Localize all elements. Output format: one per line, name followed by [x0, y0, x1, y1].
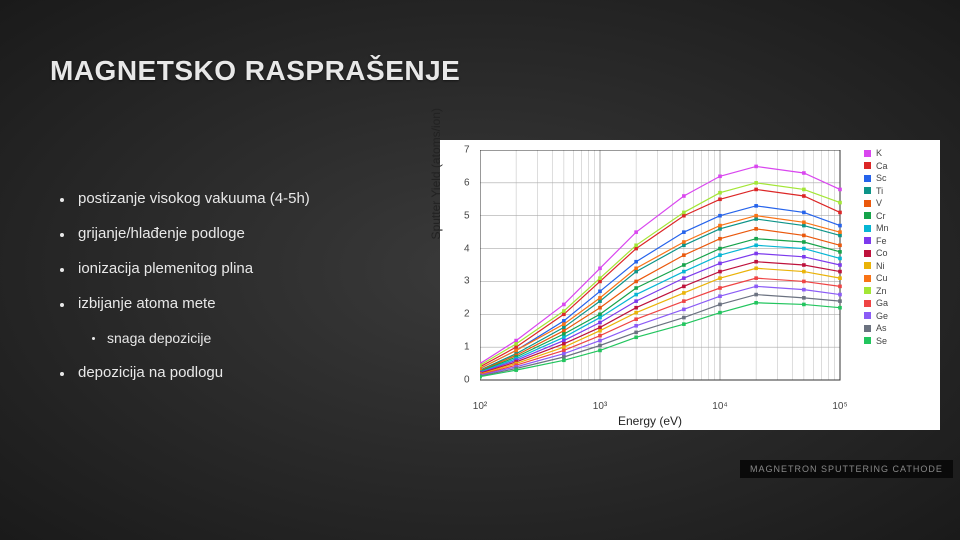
chart-legend: K Ca Sc Ti V Cr Mn Fe Co Ni Cu Zn Ga Ge As Se: [860, 140, 940, 430]
legend-marker: [864, 175, 871, 182]
bullet-text: ionizacija plemenitog plina: [78, 260, 253, 277]
legend-item: Ga: [864, 298, 936, 308]
chart-svg: [480, 150, 850, 395]
legend-item: Ge: [864, 311, 936, 321]
bullet-text: depozicija na podlogu: [78, 364, 223, 381]
y-tick: 0: [464, 375, 470, 386]
legend-label: Ge: [876, 311, 888, 321]
y-tick: 2: [464, 309, 470, 320]
legend-item: V: [864, 198, 936, 208]
legend-marker: [864, 212, 871, 219]
legend-marker: [864, 225, 871, 232]
legend-label: Ca: [876, 161, 888, 171]
bullet-item: depozicija na podlogu: [60, 364, 310, 381]
legend-item: Cr: [864, 211, 936, 221]
plot-area: Sputter Yield (atoms/ion) Energy (eV) 01…: [440, 140, 860, 430]
sub-bullet-text: snaga depozicije: [107, 330, 211, 346]
legend-marker: [864, 287, 871, 294]
legend-label: Ga: [876, 298, 888, 308]
legend-marker: [864, 275, 871, 282]
legend-item: Co: [864, 248, 936, 258]
x-tick: 10⁴: [712, 401, 727, 412]
legend-marker: [864, 162, 871, 169]
legend-label: Mn: [876, 223, 889, 233]
legend-marker: [864, 325, 871, 332]
y-tick: 6: [464, 177, 470, 188]
y-axis-label: Sputter Yield (atoms/ion): [429, 108, 443, 239]
bullet-item: ionizacija plemenitog plina: [60, 260, 310, 277]
legend-item: Ca: [864, 161, 936, 171]
legend-item: Mn: [864, 223, 936, 233]
bullet-text: postizanje visokog vakuuma (4-5h): [78, 190, 310, 207]
hidden-caption: MAGNETRON SPUTTERING CATHODE: [740, 460, 953, 478]
legend-marker: [864, 150, 871, 157]
y-tick: 3: [464, 276, 470, 287]
bullet-text: grijanje/hlađenje podloge: [78, 225, 245, 242]
legend-marker: [864, 262, 871, 269]
y-tick: 4: [464, 243, 470, 254]
bullet-list: postizanje visokog vakuuma (4-5h) grijan…: [60, 190, 310, 399]
legend-item: Fe: [864, 236, 936, 246]
legend-label: Sc: [876, 173, 887, 183]
x-tick: 10⁵: [832, 401, 847, 412]
legend-item: Sc: [864, 173, 936, 183]
sputter-yield-chart: Sputter Yield (atoms/ion) Energy (eV) 01…: [440, 140, 940, 430]
legend-item: K: [864, 148, 936, 158]
legend-label: Zn: [876, 286, 887, 296]
legend-marker: [864, 187, 871, 194]
slide-title: MAGNETSKO RASPRAŠENJE: [50, 55, 460, 87]
sub-bullet-item: snaga depozicije: [92, 330, 310, 346]
legend-item: Zn: [864, 286, 936, 296]
y-tick: 5: [464, 210, 470, 221]
legend-label: V: [876, 198, 882, 208]
legend-marker: [864, 337, 871, 344]
legend-item: Ni: [864, 261, 936, 271]
legend-label: Ni: [876, 261, 885, 271]
bullet-text: izbijanje atoma mete: [78, 295, 216, 312]
bullet-item: grijanje/hlađenje podloge: [60, 225, 310, 242]
legend-label: K: [876, 148, 882, 158]
bullet-item: postizanje visokog vakuuma (4-5h): [60, 190, 310, 207]
legend-item: Ti: [864, 186, 936, 196]
x-tick: 10²: [473, 401, 487, 412]
legend-label: Cr: [876, 211, 886, 221]
legend-item: As: [864, 323, 936, 333]
legend-marker: [864, 200, 871, 207]
y-tick: 1: [464, 342, 470, 353]
y-tick: 7: [464, 145, 470, 156]
legend-item: Se: [864, 336, 936, 346]
legend-marker: [864, 312, 871, 319]
legend-item: Cu: [864, 273, 936, 283]
legend-label: Se: [876, 336, 887, 346]
legend-marker: [864, 300, 871, 307]
legend-label: As: [876, 323, 887, 333]
legend-label: Cu: [876, 273, 888, 283]
x-tick: 10³: [593, 401, 607, 412]
x-axis-label: Energy (eV): [618, 414, 682, 428]
legend-marker: [864, 250, 871, 257]
legend-label: Ti: [876, 186, 883, 196]
legend-marker: [864, 237, 871, 244]
legend-label: Fe: [876, 236, 887, 246]
bullet-item: izbijanje atoma mete: [60, 295, 310, 312]
legend-label: Co: [876, 248, 888, 258]
